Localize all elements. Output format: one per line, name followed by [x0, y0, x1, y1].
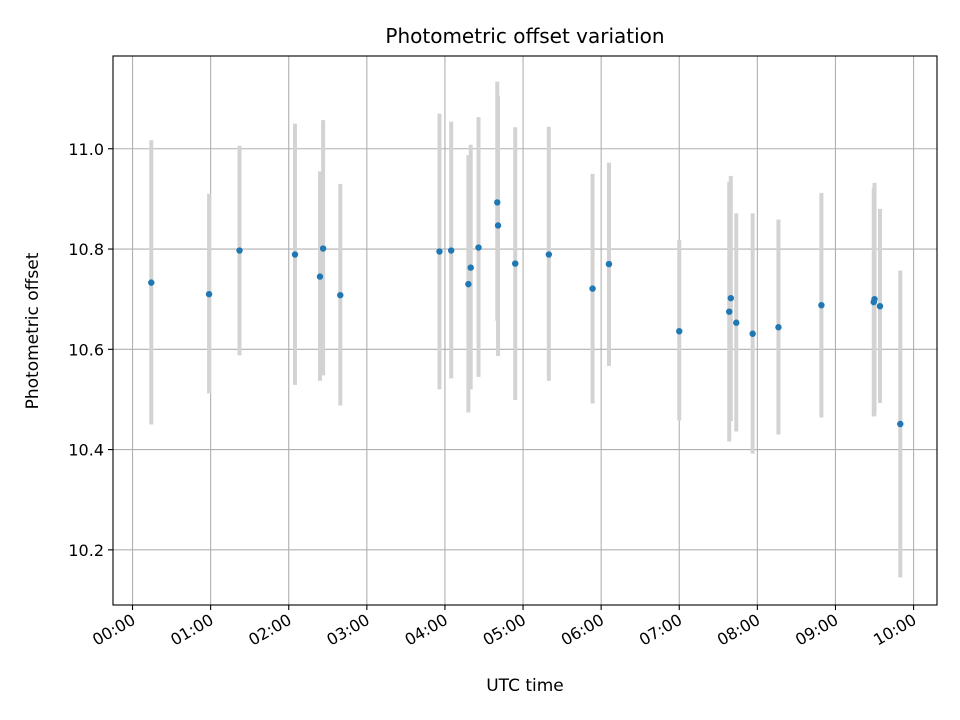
y-tick-label: 11.0 — [68, 140, 104, 159]
data-points — [148, 199, 904, 428]
data-point — [316, 273, 324, 280]
data-point — [465, 280, 472, 288]
data-point — [676, 328, 683, 335]
data-point — [436, 248, 443, 255]
y-tick-label: 10.8 — [68, 240, 104, 259]
data-point — [876, 302, 884, 310]
data-point — [148, 279, 155, 286]
data-point — [775, 324, 782, 331]
data-point — [749, 330, 756, 337]
y-tick-label: 10.4 — [68, 441, 104, 460]
data-point — [337, 291, 344, 299]
data-point — [494, 199, 501, 206]
data-point — [236, 247, 243, 254]
x-axis-label: UTC time — [486, 676, 564, 696]
data-point — [726, 308, 733, 315]
data-point — [494, 222, 502, 229]
y-tick-label: 10.2 — [68, 541, 104, 560]
y-axis-label: Photometric offset — [23, 252, 43, 409]
plot-frame — [112, 55, 938, 606]
chart-title: Photometric offset variation — [385, 24, 664, 48]
grid — [113, 56, 937, 605]
data-point — [605, 260, 613, 268]
data-point — [871, 295, 878, 303]
data-point — [818, 301, 825, 309]
data-point — [512, 260, 519, 267]
data-point — [589, 285, 596, 292]
y-axis-ticks: 10.2 10.4 10.6 10.8 11.0 — [68, 140, 113, 560]
data-point — [545, 251, 553, 258]
data-point — [319, 245, 327, 252]
data-point — [291, 251, 299, 258]
data-point — [475, 244, 482, 251]
data-point — [467, 264, 474, 271]
data-point — [205, 290, 213, 298]
y-tick-label: 10.6 — [68, 340, 104, 359]
data-point — [447, 247, 455, 254]
data-point — [727, 294, 735, 302]
data-point — [897, 420, 904, 428]
data-point — [733, 319, 740, 326]
